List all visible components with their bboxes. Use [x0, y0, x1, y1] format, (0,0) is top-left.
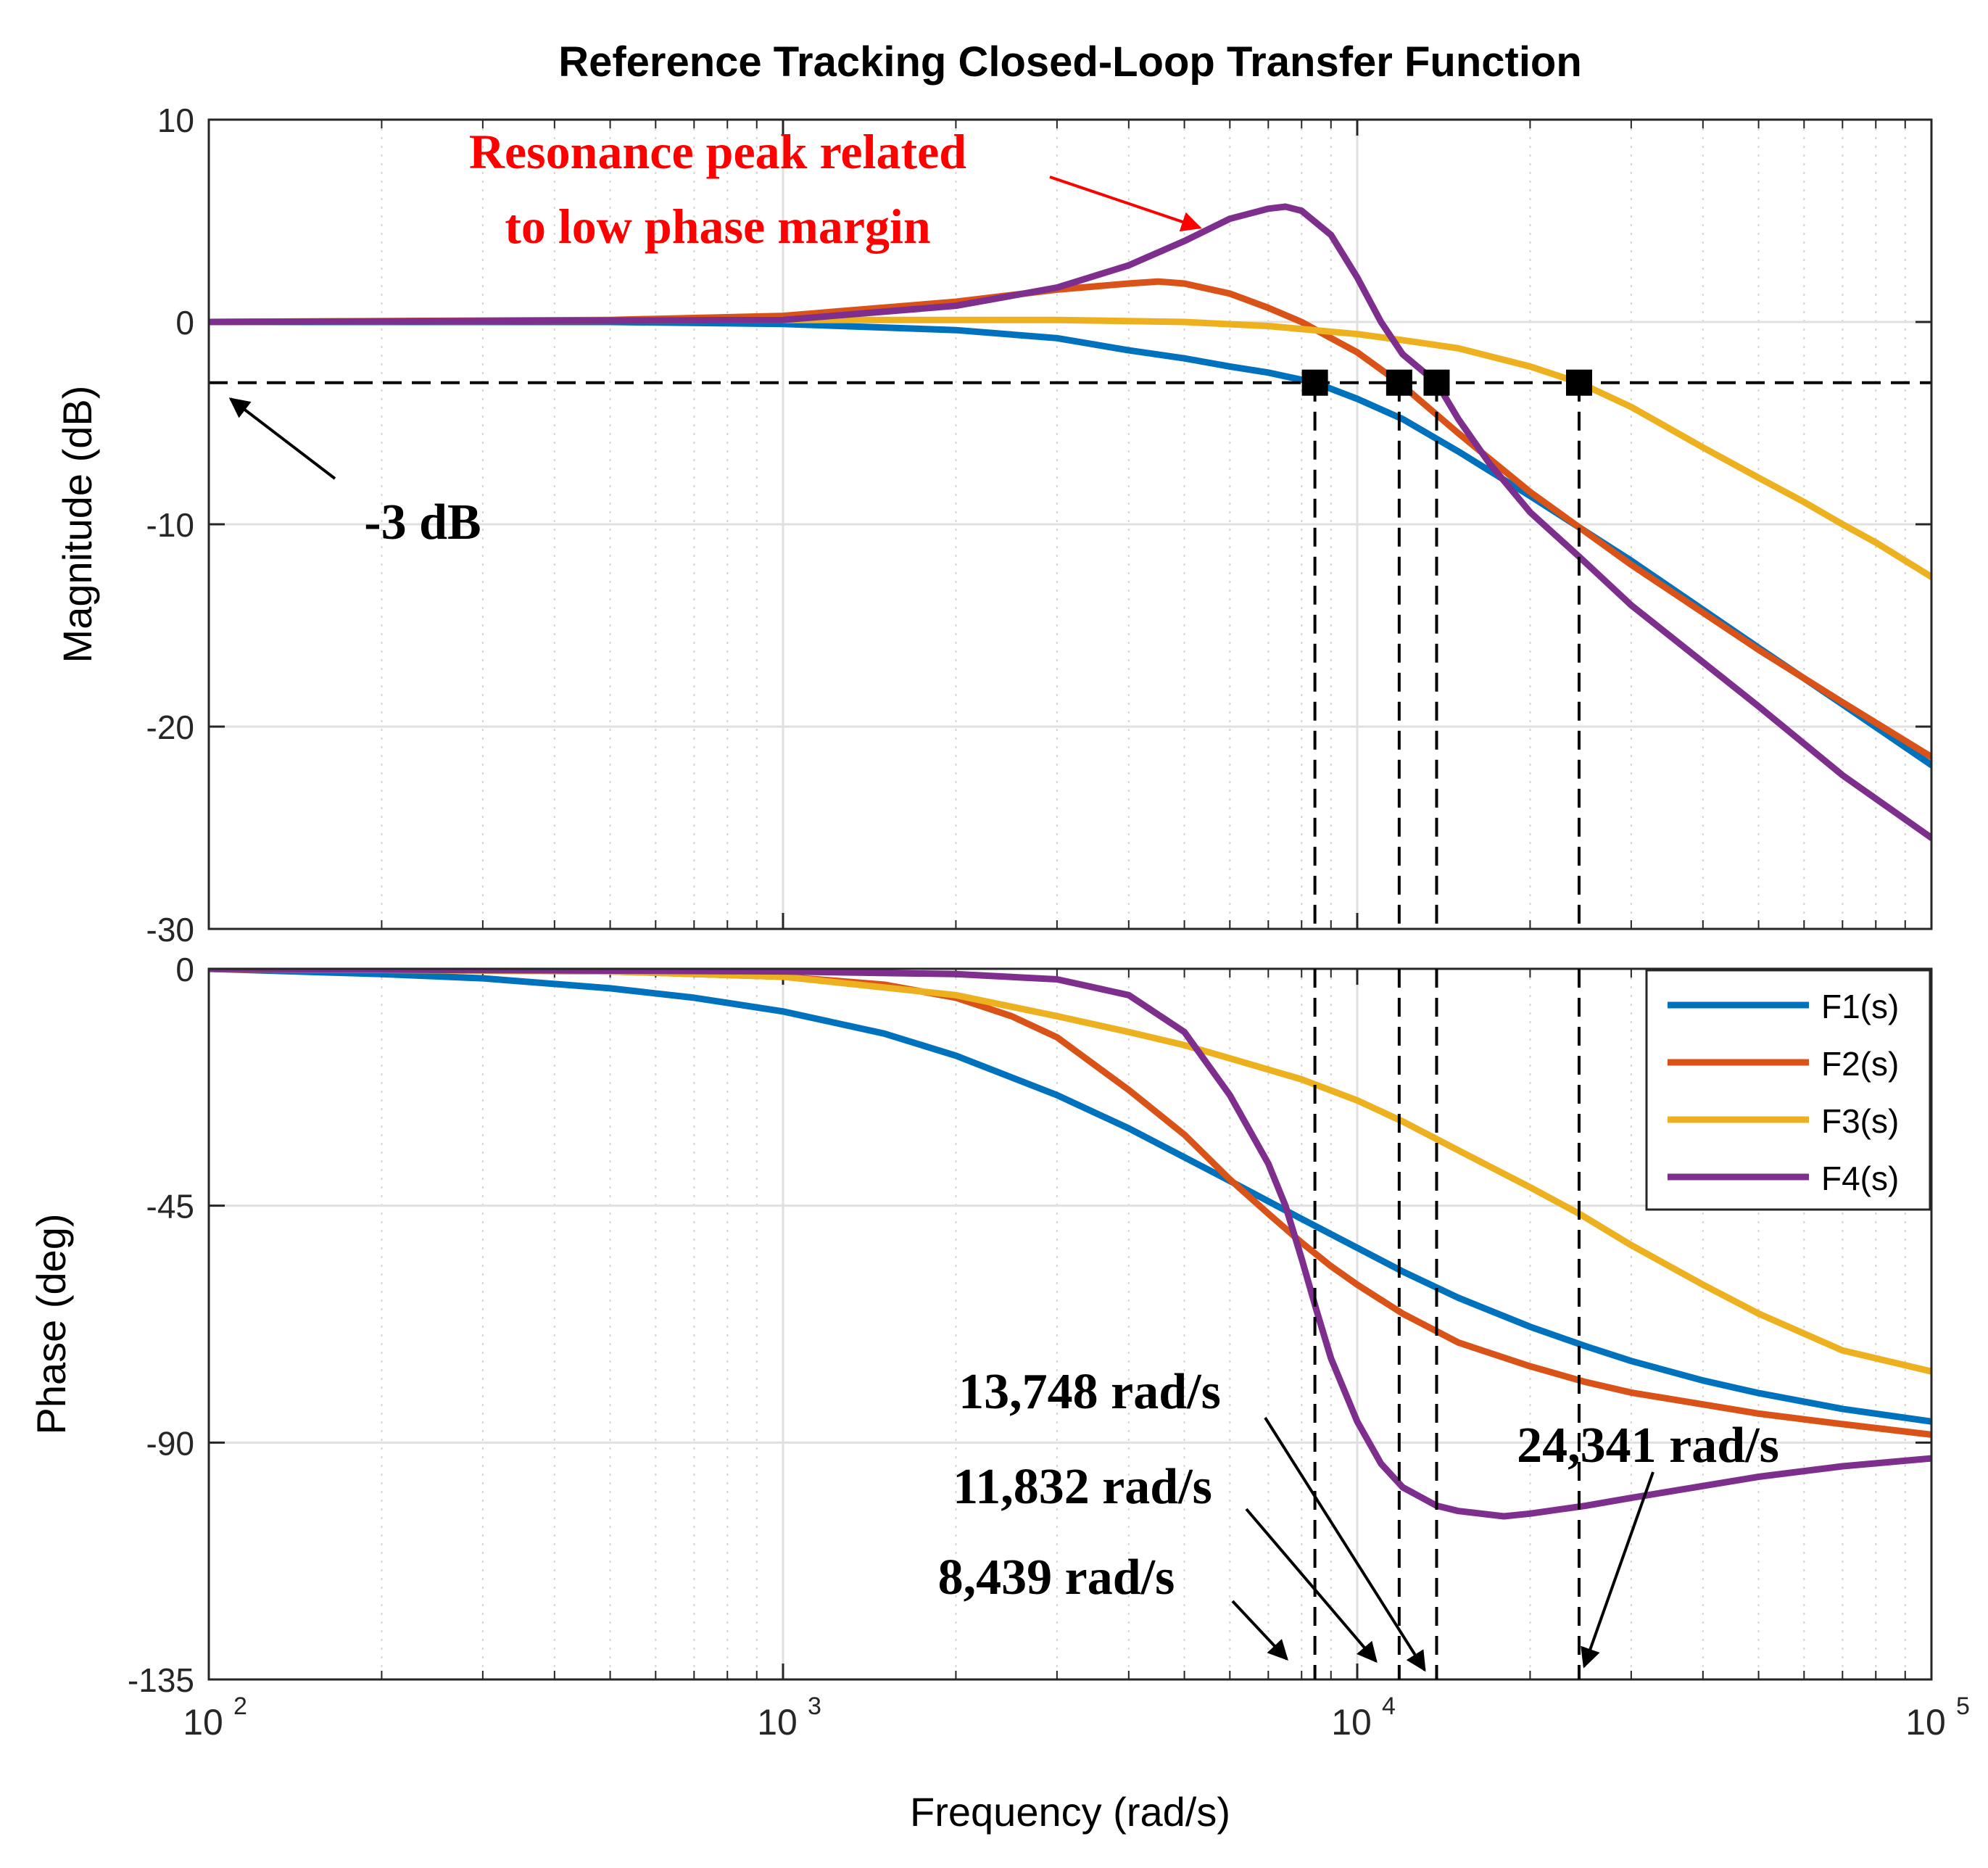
label-24341: 24,341 rad/s — [1517, 1418, 1779, 1474]
resonance-annotation-line2: to low phase margin — [505, 199, 930, 254]
resonance-annotation-line1: Resonance peak related — [469, 124, 966, 179]
series-line-f3s — [209, 969, 1931, 1375]
phase-axes-background — [209, 969, 1931, 1679]
x-tick-exponent: 2 — [233, 1693, 247, 1720]
minus-3db-marker — [1565, 369, 1592, 396]
y-tick-label: -30 — [146, 911, 194, 949]
label-13748: 13,748 rad/s — [958, 1364, 1221, 1420]
minus-3db-markers — [1301, 369, 1592, 396]
series-line-f4s — [209, 203, 1931, 841]
x-tick-label: 10 — [1905, 1702, 1946, 1743]
phase-annotations: 13,748 rad/s 11,832 rad/s 8,439 rad/s 24… — [938, 1364, 1779, 1672]
phase-plot: 0 -45 -90 -135 10 2 10 3 10 4 10 5 Phase (deg) Fre… — [28, 951, 1970, 1835]
x-tick-exponent: 3 — [808, 1693, 821, 1720]
magnitude-plot: 10 0 -10 -20 -30 Magnitude (dB) — [54, 102, 1933, 949]
phase-y-ticks: 0 -45 -90 -135 — [128, 951, 194, 1699]
y-tick-label: -45 — [146, 1188, 194, 1226]
x-tick-exponent: 4 — [1382, 1693, 1396, 1720]
y-tick-label: 0 — [175, 304, 194, 342]
phase-y-axis-label: Phase (deg) — [28, 1213, 74, 1434]
phase-series — [209, 969, 1931, 1520]
arrow-24341 — [1581, 1471, 1654, 1669]
phase-axes-box — [207, 967, 1933, 1681]
y-tick-label: 10 — [157, 102, 194, 139]
legend-box — [1645, 969, 1931, 1211]
arrow-11832 — [1245, 1508, 1378, 1664]
x-tick-label: 10 — [183, 1702, 223, 1743]
y-tick-label: -135 — [128, 1661, 194, 1699]
label-8439: 8,439 rad/s — [938, 1550, 1175, 1605]
legend-label-f4: F4(s) — [1821, 1160, 1899, 1197]
cutoff-frequency-lines — [1313, 382, 1581, 1679]
legend-label-f3: F3(s) — [1821, 1102, 1899, 1140]
minus-3db-marker — [1386, 369, 1412, 396]
x-tick-exponent: 5 — [1956, 1693, 1970, 1720]
series-line-f4s — [209, 969, 1931, 1520]
x-tick-label: 10 — [757, 1702, 798, 1743]
legend-label-f2: F2(s) — [1821, 1045, 1899, 1083]
minus-3db-marker — [1423, 369, 1450, 396]
series-line-f3s — [209, 316, 1931, 580]
minus3db-annotation: -3 dB — [364, 495, 481, 550]
minus3db-arrow — [228, 397, 336, 480]
magnitude-y-ticks: 10 0 -10 -20 -30 — [146, 102, 194, 949]
arrow-8439 — [1231, 1600, 1288, 1661]
magnitude-y-axis-label: Magnitude (dB) — [54, 386, 100, 664]
y-tick-label: -10 — [146, 506, 194, 544]
x-axis-label: Frequency (rad/s) — [910, 1789, 1230, 1835]
label-11832: 11,832 rad/s — [953, 1459, 1212, 1515]
y-tick-label: -90 — [146, 1424, 194, 1462]
phase-x-ticks: 10 2 10 3 10 4 10 5 — [183, 1693, 1970, 1743]
legend-label-f1: F1(s) — [1821, 988, 1899, 1025]
chart-title: Reference Tracking Closed-Loop Transfer … — [558, 38, 1582, 86]
resonance-arrow — [1049, 175, 1202, 232]
legend: F1(s) F2(s) F3(s) F4(s) — [1645, 969, 1931, 1211]
magnitude-axes-box — [207, 118, 1933, 930]
minus-3db-marker — [1301, 369, 1328, 396]
magnitude-annotations: Resonance peak related to low phase marg… — [228, 124, 1202, 550]
x-tick-label: 10 — [1331, 1702, 1372, 1743]
magnitude-series — [209, 203, 1931, 841]
y-tick-label: -20 — [146, 708, 194, 746]
arrow-13748 — [1264, 1416, 1426, 1672]
y-tick-label: 0 — [175, 951, 194, 988]
